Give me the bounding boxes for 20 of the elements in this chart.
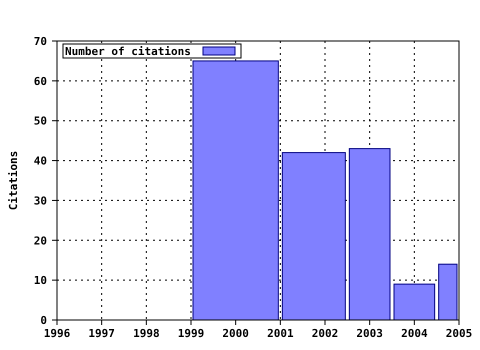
x-tick-label: 1996: [44, 327, 71, 340]
x-tick-label: 2002: [312, 327, 338, 340]
y-tick-label: 70: [34, 35, 47, 48]
y-axis-title: Citations: [7, 150, 20, 210]
x-tick-label: 1999: [178, 327, 204, 340]
legend-label: Number of citations: [65, 45, 191, 58]
y-tick-label: 0: [40, 314, 47, 327]
x-tick-label: 2000: [222, 327, 249, 340]
y-tick-label: 30: [34, 194, 47, 208]
x-tick-label: 2004: [401, 327, 428, 340]
x-tick-label: 1997: [88, 327, 115, 340]
x-tick-label: 2003: [356, 327, 383, 340]
y-tick-label: 40: [34, 154, 47, 168]
y-tick-label: 20: [34, 234, 47, 248]
y-tick-label: 50: [34, 114, 47, 128]
x-tick-label: 2001: [267, 327, 294, 340]
y-tick-label: 60: [34, 74, 47, 88]
y-tick-label: 10: [34, 274, 47, 288]
x-tick-label: 1998: [133, 327, 160, 340]
x-tick-label: 2005: [446, 327, 472, 340]
